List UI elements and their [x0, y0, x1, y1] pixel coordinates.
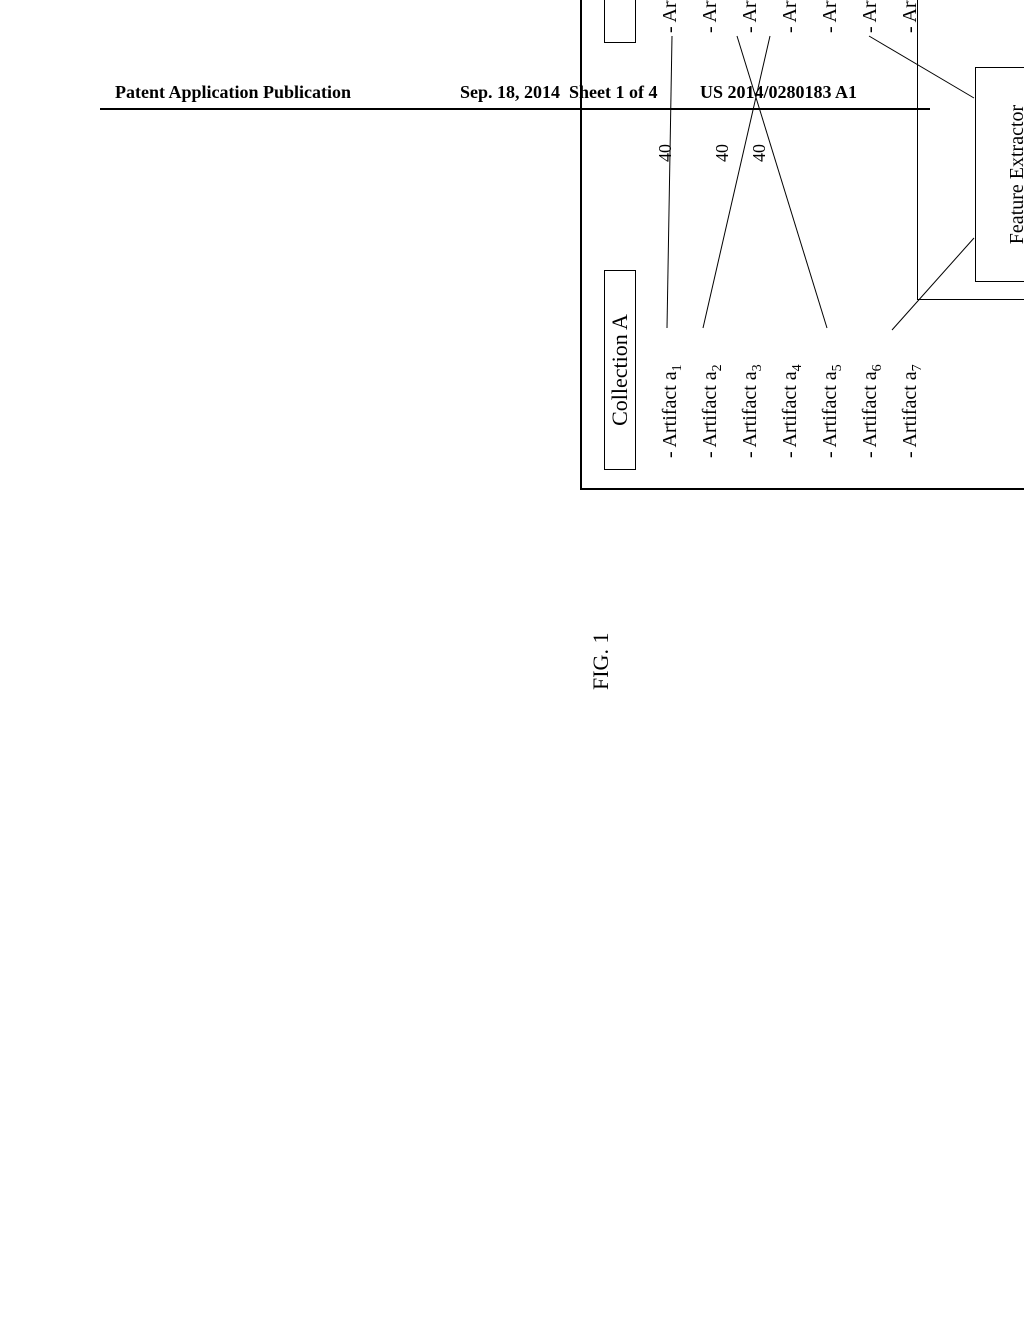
list-item: - Artifact b6: [854, 0, 894, 33]
link-label-40: 40: [749, 144, 770, 162]
list-item: - Artifact a3: [734, 364, 774, 458]
list-item: - Artifact b3: [734, 0, 774, 33]
link-label-40: 40: [712, 144, 733, 162]
list-item: - Artifact a2: [694, 364, 734, 458]
collection-a-title-box: Collection A: [604, 270, 636, 470]
list-item: - Artifact b1: [654, 0, 694, 33]
list-item: - Artifact a7: [894, 364, 934, 458]
list-item: - Artifact b5: [814, 0, 854, 33]
header-left: Patent Application Publication: [115, 82, 351, 103]
list-item: - Artifact b4: [774, 0, 814, 33]
list-item: - Artifact a1: [654, 364, 694, 458]
collection-b-title-box: Collection B: [604, 0, 636, 43]
link-label-40: 40: [655, 144, 676, 162]
artifact-list-b: - Artifact b1 - Artifact b2 - Artifact b…: [654, 0, 934, 33]
list-item: - Artifact a4: [774, 364, 814, 458]
patent-page: Patent Application Publication Sep. 18, …: [0, 0, 1024, 1320]
header-date: Sep. 18, 2014: [460, 82, 560, 102]
artifact-list-a: - Artifact a1 - Artifact a2 - Artifact a…: [654, 364, 934, 458]
figure-label: FIG. 1: [588, 633, 614, 690]
list-item: - Artifact a5: [814, 364, 854, 458]
list-item: - Artifact b2: [694, 0, 734, 33]
figure-1: Collection A - Artifact a1 - Artifact a2…: [580, 0, 1024, 490]
collection-a-title: Collection A: [607, 314, 632, 426]
feature-extractor-box: Feature Extractor 50: [975, 67, 1024, 282]
list-item: - Artifact a6: [854, 364, 894, 458]
extractor-label: Feature Extractor: [1006, 68, 1024, 281]
